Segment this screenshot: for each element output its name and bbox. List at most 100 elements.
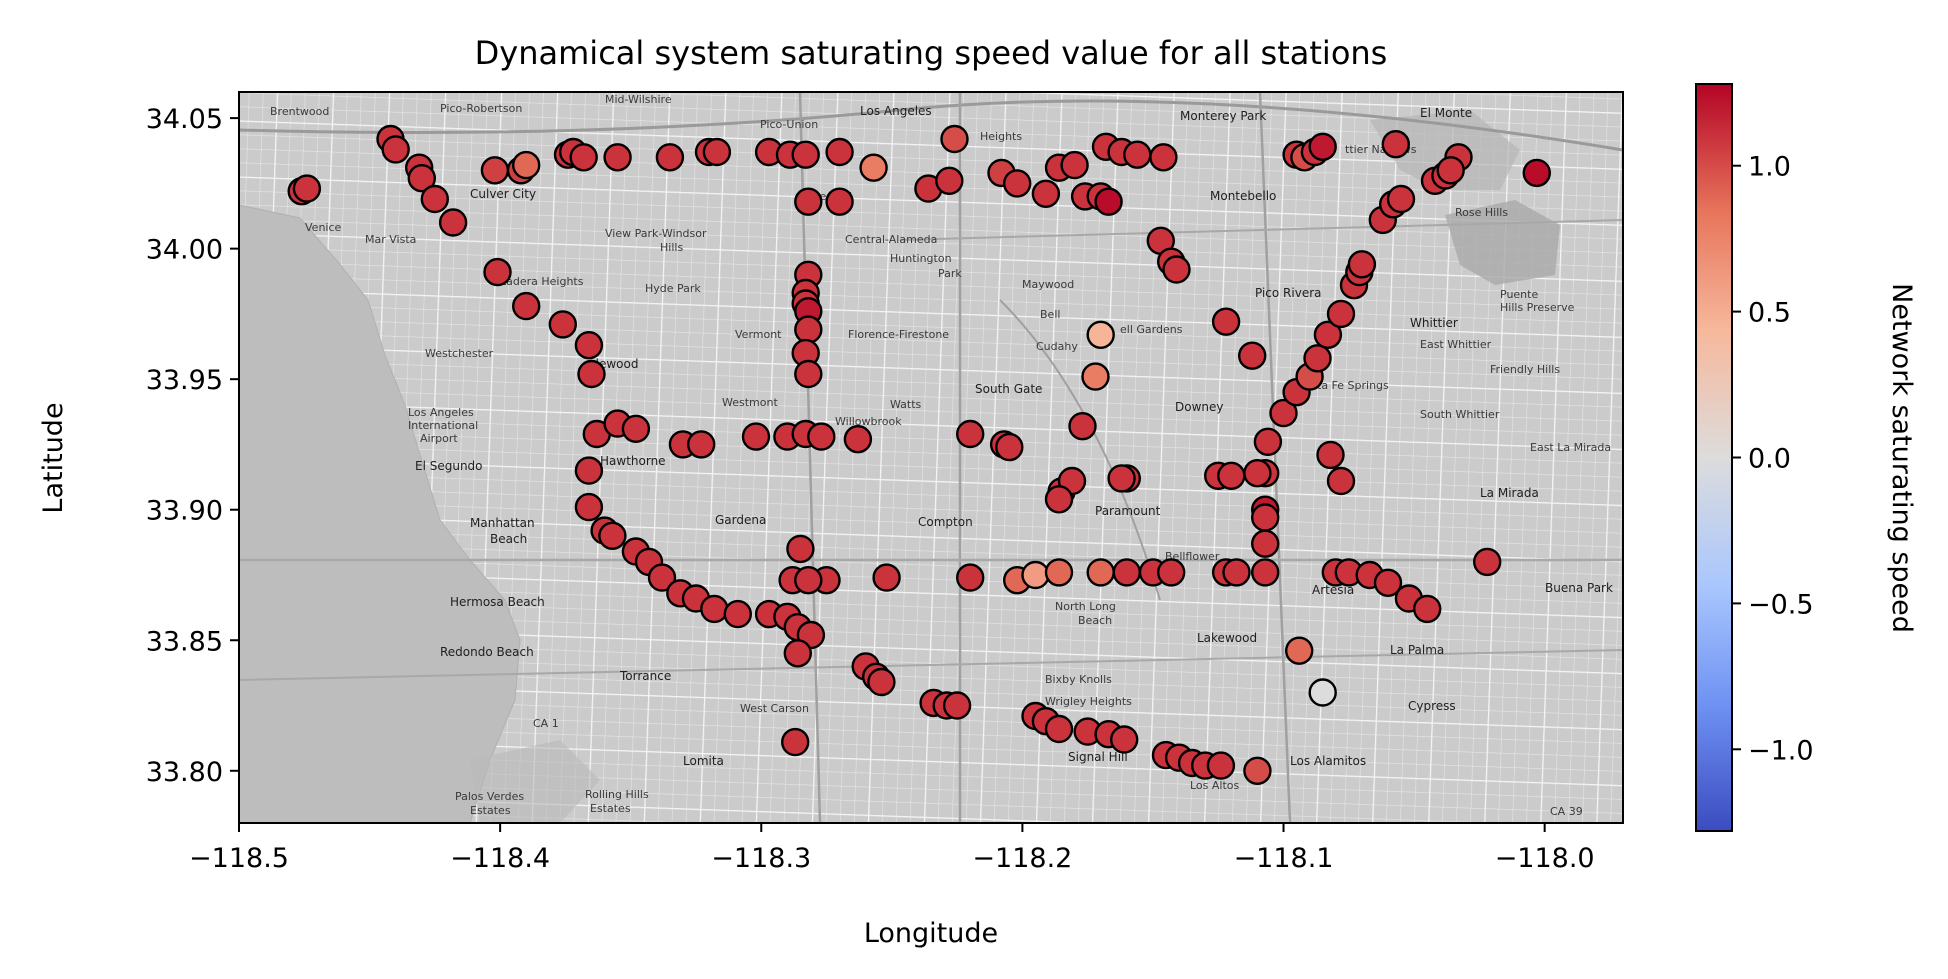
svg-text:Westmont: Westmont — [722, 396, 778, 409]
x-tick-label: −118.5 — [189, 843, 289, 874]
station-point — [574, 492, 604, 522]
svg-text:Maywood: Maywood — [1022, 278, 1074, 291]
chart-title: Dynamical system saturating speed value … — [475, 34, 1388, 72]
station-point — [1156, 558, 1186, 587]
station-point — [794, 315, 823, 344]
station-point — [794, 359, 823, 389]
svg-text:Lakewood: Lakewood — [1197, 631, 1257, 645]
svg-text:Estates: Estates — [470, 804, 511, 817]
station-point — [381, 135, 410, 164]
station-point — [1217, 461, 1246, 490]
svg-text:Montebello: Montebello — [1210, 189, 1276, 203]
station-point — [995, 432, 1024, 462]
svg-text:Mar Vista: Mar Vista — [365, 233, 416, 246]
station-point — [1250, 503, 1280, 532]
svg-text:Artesia: Artesia — [1312, 583, 1354, 597]
svg-text:Monterey Park: Monterey Park — [1180, 109, 1266, 123]
station-point — [292, 174, 322, 203]
svg-text:Hyde Park: Hyde Park — [645, 282, 701, 295]
station-point — [867, 667, 896, 697]
x-tick-label: −118.0 — [1495, 843, 1595, 874]
x-tick-label: −118.1 — [1234, 843, 1334, 874]
y-axis-ticks: 33.80 33.85 33.90 33.95 34.00 34.05 — [146, 104, 239, 788]
station-point — [1044, 714, 1074, 744]
station-point — [1109, 725, 1139, 754]
x-tick-label: −118.3 — [711, 843, 811, 874]
svg-text:Ladera Heights: Ladera Heights — [500, 275, 584, 288]
station-point — [1021, 560, 1050, 590]
svg-text:Airport: Airport — [420, 432, 458, 445]
y-axis-label: Latitude — [38, 402, 69, 513]
colorbar-tick-label: −0.5 — [1748, 589, 1814, 620]
station-point — [574, 331, 604, 360]
svg-text:CA 1: CA 1 — [533, 717, 559, 730]
colorbar-label: Network saturating speed — [1886, 283, 1917, 633]
station-point — [621, 414, 651, 443]
station-point — [794, 187, 823, 216]
station-point — [1472, 547, 1502, 577]
station-point — [1250, 558, 1280, 587]
station-point — [407, 163, 436, 193]
plot-frame — [238, 91, 1624, 824]
svg-text:Lomita: Lomita — [683, 754, 724, 768]
station-point — [647, 563, 677, 592]
station-point — [741, 422, 771, 451]
svg-text:El Monte: El Monte — [1420, 106, 1472, 120]
svg-text:East La Mirada: East La Mirada — [1530, 441, 1611, 454]
svg-text:International: International — [408, 419, 478, 432]
station-point — [1123, 140, 1152, 169]
station-point — [781, 727, 810, 757]
station-point — [1436, 156, 1465, 185]
station-point — [1316, 440, 1345, 470]
colorbar-tick-label: −1.0 — [1748, 735, 1814, 766]
svg-text:Heights: Heights — [980, 130, 1022, 143]
station-point — [1326, 466, 1356, 496]
svg-text:Rolling Hills: Rolling Hills — [585, 788, 649, 801]
station-point — [794, 566, 823, 595]
station-point — [438, 208, 468, 237]
station-point — [574, 456, 604, 485]
station-point — [1044, 558, 1074, 587]
station-point — [1237, 341, 1267, 370]
svg-text:Estates: Estates — [590, 802, 631, 815]
svg-text:Vermont: Vermont — [735, 328, 782, 341]
svg-text:Downey: Downey — [1175, 400, 1224, 414]
x-tick-label: −118.4 — [450, 843, 550, 874]
station-point — [1086, 320, 1115, 349]
svg-text:Beach: Beach — [1078, 614, 1112, 627]
station-point — [1308, 132, 1337, 162]
svg-text:Los Altos: Los Altos — [1190, 779, 1240, 792]
svg-text:Manhattan: Manhattan — [470, 516, 535, 530]
svg-text:Puente: Puente — [1500, 288, 1538, 301]
svg-text:Los Angeles: Los Angeles — [860, 104, 932, 118]
station-point — [1284, 636, 1314, 665]
y-tick-label: 33.95 — [146, 365, 223, 396]
station-point — [783, 639, 812, 668]
x-axis-label: Longitude — [864, 918, 998, 949]
svg-text:Friendly Hills: Friendly Hills — [1490, 363, 1560, 376]
svg-text:ell Gardens: ell Gardens — [1120, 323, 1183, 336]
svg-text:Beach: Beach — [490, 532, 527, 546]
station-point — [1086, 558, 1115, 587]
station-point — [1031, 179, 1061, 209]
station-point — [420, 184, 449, 214]
station-point — [1149, 143, 1178, 172]
station-point — [1313, 320, 1343, 349]
svg-text:Central-Alameda: Central-Alameda — [845, 233, 937, 246]
station-point — [603, 143, 632, 172]
station-point — [1094, 187, 1123, 216]
station-point — [1107, 464, 1136, 493]
svg-text:Redondo Beach: Redondo Beach — [440, 645, 534, 659]
svg-text:Bixby Knolls: Bixby Knolls — [1045, 673, 1112, 686]
station-point — [942, 691, 972, 720]
station-point — [1206, 751, 1236, 780]
station-point — [859, 153, 888, 182]
svg-text:Buena Park: Buena Park — [1545, 581, 1613, 595]
station-point — [480, 156, 510, 185]
svg-text:Torrance: Torrance — [619, 669, 671, 683]
svg-text:Hermosa Beach: Hermosa Beach — [450, 595, 545, 609]
svg-text:La Palma: La Palma — [1390, 643, 1444, 657]
station-point — [700, 594, 729, 624]
station-point — [1386, 184, 1416, 214]
